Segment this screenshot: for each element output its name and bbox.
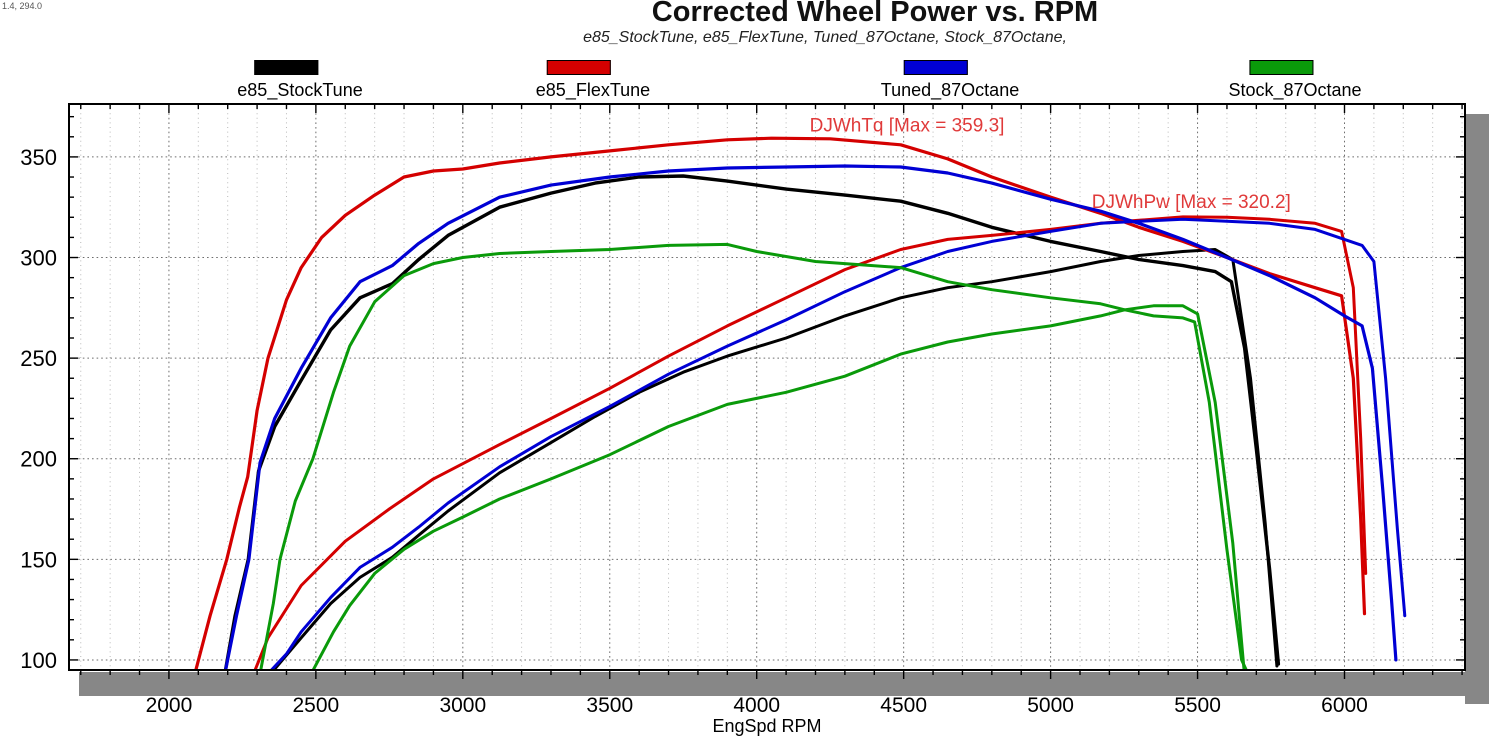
x-tick-label: 5500 <box>1174 694 1221 717</box>
y-tick-label: 150 <box>20 547 57 572</box>
legend-item-Stock_87Octane[interactable]: Stock_87Octane <box>1228 60 1362 101</box>
legend-label: e85_FlexTune <box>535 80 651 100</box>
y-tick-label: 100 <box>20 648 57 673</box>
y-tick-label: 250 <box>20 346 57 371</box>
legend-swatch-e85_StockTune <box>253 60 318 75</box>
plot-background <box>69 104 1465 670</box>
y-tick-label: 300 <box>20 246 57 271</box>
annotation-DJWhPw: DJWhPw [Max = 320.2] <box>1092 192 1291 213</box>
legend-label: Stock_87Octane <box>1228 80 1362 100</box>
series-Stock_87Octane-DJWhTq <box>259 242 1248 670</box>
legend-swatch-Tuned_87Octane <box>904 60 968 75</box>
x-tick-label: 4000 <box>733 694 780 717</box>
axis-labels: 2000 2500 3000 3500 4000 4500 5000 5500 6000 100 1… <box>20 145 1368 717</box>
x-tick-label: 3500 <box>586 694 633 717</box>
legend-item-e85_FlexTune[interactable]: e85_FlexTune <box>536 60 650 101</box>
x-tick-label: 5000 <box>1027 694 1074 717</box>
series-layer <box>194 136 1407 670</box>
annotation-DJWhTq: DJWhTq [Max = 359.3] <box>810 116 1005 137</box>
series-e85_FlexTune-DJWhPw <box>253 215 1368 670</box>
cursor-position-readout: 1.4, 294.0 <box>2 1 43 11</box>
plot-shadow-right <box>1465 114 1489 704</box>
legend-label: Tuned_87Octane <box>880 80 1020 100</box>
legend-item-Tuned_87Octane[interactable]: Tuned_87Octane <box>881 60 1019 101</box>
y-tick-label: 200 <box>20 447 57 472</box>
plot-border <box>68 103 1466 671</box>
chart-subtitle: e85_StockTune, e85_FlexTune, Tuned_87Oct… <box>583 29 1067 46</box>
legend-swatch-Stock_87Octane <box>1249 60 1313 75</box>
x-tick-label: 4500 <box>880 694 927 717</box>
series-e85_StockTune-DJWhTq <box>223 174 1281 670</box>
plot-shadow-bottom <box>79 672 1489 696</box>
legend-swatch-e85_FlexTune <box>546 60 611 75</box>
x-tick-label: 6000 <box>1321 694 1368 717</box>
x-tick-label: 2000 <box>146 694 193 717</box>
x-axis-title: EngSpd RPM <box>712 716 821 736</box>
series-Tuned_87Octane-DJWhTq <box>223 164 1398 670</box>
legend-item-e85_StockTune[interactable]: e85_StockTune <box>237 60 363 101</box>
series-Stock_87Octane-DJWhPw <box>311 304 1246 670</box>
chart-title: Corrected Wheel Power vs. RPM <box>651 0 1099 28</box>
legend-label: e85_StockTune <box>237 80 363 100</box>
y-tick-label: 350 <box>20 145 57 170</box>
x-tick-label: 2500 <box>293 694 340 717</box>
x-tick-label: 3000 <box>439 694 486 717</box>
